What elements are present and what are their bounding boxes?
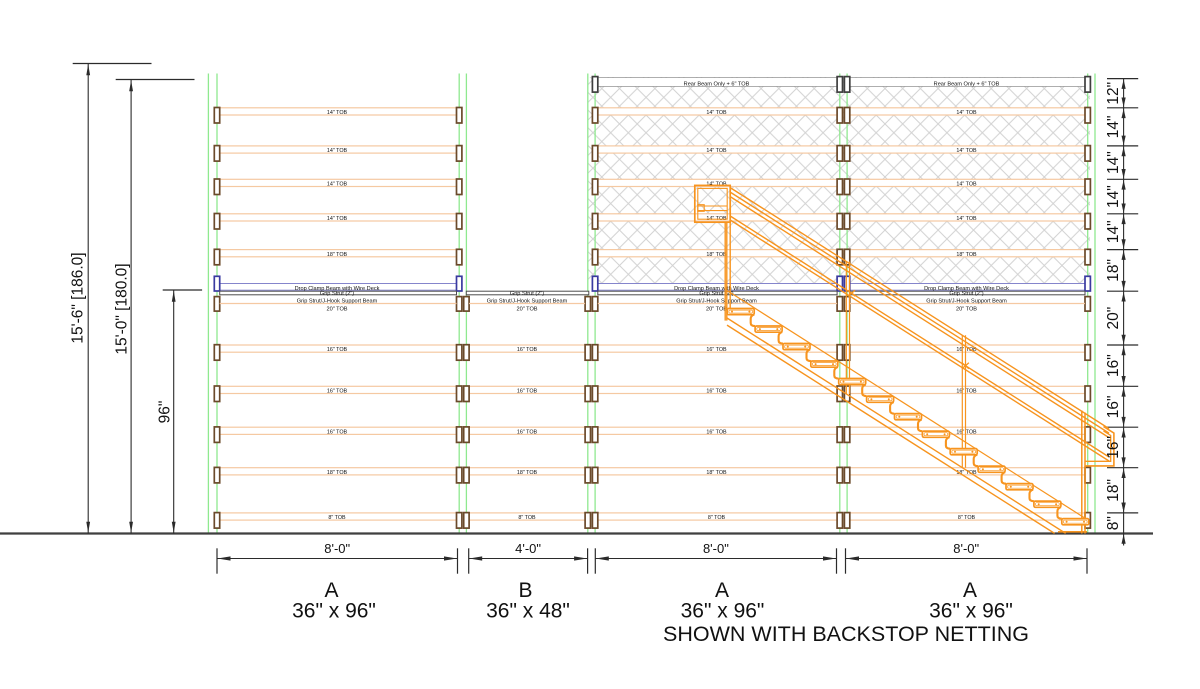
svg-text:18": 18" (1105, 259, 1122, 282)
svg-text:Grip Strut (2"): Grip Strut (2") (949, 291, 983, 297)
svg-text:14" TOB: 14" TOB (956, 110, 977, 116)
svg-text:Grip Strut/J-Hook Support Beam: Grip Strut/J-Hook Support Beam (297, 298, 378, 304)
svg-text:Grip Strut (2"): Grip Strut (2") (699, 291, 733, 297)
svg-text:14" TOB: 14" TOB (956, 216, 977, 222)
svg-text:36" x 96": 36" x 96" (292, 600, 376, 623)
svg-text:20" TOB: 20" TOB (956, 307, 977, 313)
svg-text:8": 8" (1105, 516, 1122, 530)
svg-text:14" TOB: 14" TOB (327, 216, 348, 222)
svg-text:Grip Strut/J-Hook Support Beam: Grip Strut/J-Hook Support Beam (676, 298, 757, 304)
svg-text:16" TOB: 16" TOB (517, 389, 538, 395)
svg-text:4'-0": 4'-0" (515, 541, 541, 556)
svg-text:20" TOB: 20" TOB (516, 307, 537, 313)
svg-text:18" TOB: 18" TOB (956, 470, 977, 476)
svg-text:16" TOB: 16" TOB (517, 429, 538, 435)
svg-text:14": 14" (1105, 220, 1122, 243)
svg-text:8" TOB: 8" TOB (958, 515, 976, 521)
svg-text:Rear Beam Only + 6" TOB: Rear Beam Only + 6" TOB (684, 81, 750, 87)
svg-text:A: A (715, 579, 729, 602)
svg-text:14": 14" (1105, 115, 1122, 138)
svg-text:20": 20" (1105, 307, 1122, 330)
svg-text:16" TOB: 16" TOB (706, 347, 727, 353)
svg-text:8" TOB: 8" TOB (328, 515, 346, 521)
svg-text:A: A (324, 579, 338, 602)
svg-text:14" TOB: 14" TOB (706, 110, 727, 116)
svg-text:96": 96" (156, 401, 173, 424)
svg-text:18" TOB: 18" TOB (327, 252, 348, 258)
svg-text:Drop Clamp Beam with Wire Deck: Drop Clamp Beam with Wire Deck (295, 286, 380, 292)
svg-text:Drop Clamp Beam with Wire Deck: Drop Clamp Beam with Wire Deck (674, 286, 759, 292)
svg-text:Grip Strut (2"): Grip Strut (2") (510, 291, 544, 297)
svg-text:16": 16" (1105, 354, 1122, 377)
svg-text:8" TOB: 8" TOB (708, 515, 726, 521)
svg-text:36" x 48": 36" x 48" (486, 600, 570, 623)
svg-text:18" TOB: 18" TOB (517, 470, 538, 476)
svg-text:16" TOB: 16" TOB (327, 429, 348, 435)
svg-text:16": 16" (1105, 395, 1122, 418)
svg-text:12": 12" (1105, 82, 1122, 105)
svg-text:16" TOB: 16" TOB (956, 347, 977, 353)
svg-text:8'-0": 8'-0" (324, 541, 350, 556)
svg-text:18" TOB: 18" TOB (706, 470, 727, 476)
svg-text:36" x 96": 36" x 96" (929, 600, 1013, 623)
svg-text:16" TOB: 16" TOB (327, 389, 348, 395)
svg-text:8'-0": 8'-0" (703, 541, 729, 556)
svg-text:16" TOB: 16" TOB (956, 429, 977, 435)
svg-text:16" TOB: 16" TOB (706, 429, 727, 435)
svg-text:16" TOB: 16" TOB (706, 389, 727, 395)
svg-text:18" TOB: 18" TOB (327, 470, 348, 476)
svg-text:14" TOB: 14" TOB (956, 182, 977, 188)
svg-text:14": 14" (1105, 185, 1122, 208)
svg-text:20" TOB: 20" TOB (706, 307, 727, 313)
svg-text:14" TOB: 14" TOB (327, 110, 348, 116)
svg-text:14" TOB: 14" TOB (327, 148, 348, 154)
svg-text:14" TOB: 14" TOB (956, 148, 977, 154)
svg-text:8'-0": 8'-0" (953, 541, 979, 556)
svg-text:16": 16" (1105, 436, 1122, 459)
svg-text:18": 18" (1105, 479, 1122, 502)
svg-text:Drop Clamp Beam with Wire Deck: Drop Clamp Beam with Wire Deck (924, 286, 1009, 292)
svg-text:20" TOB: 20" TOB (326, 307, 347, 313)
svg-text:B: B (518, 579, 532, 602)
svg-text:18" TOB: 18" TOB (956, 252, 977, 258)
svg-text:Rear Beam Only + 6" TOB: Rear Beam Only + 6" TOB (934, 81, 1000, 87)
svg-text:18" TOB: 18" TOB (706, 252, 727, 258)
svg-text:14": 14" (1105, 151, 1122, 174)
svg-text:Grip Strut/J-Hook Support Beam: Grip Strut/J-Hook Support Beam (926, 298, 1007, 304)
svg-text:15'-0" [180.0]: 15'-0" [180.0] (113, 263, 130, 354)
svg-text:16" TOB: 16" TOB (956, 389, 977, 395)
svg-text:SHOWN WITH BACKSTOP NETTING: SHOWN WITH BACKSTOP NETTING (663, 622, 1029, 646)
svg-text:16" TOB: 16" TOB (517, 347, 538, 353)
svg-text:14" TOB: 14" TOB (327, 182, 348, 188)
svg-text:A: A (963, 579, 977, 602)
svg-text:36" x 96": 36" x 96" (681, 600, 765, 623)
svg-text:15'-6" [186.0]: 15'-6" [186.0] (70, 252, 87, 343)
svg-text:Grip Strut/J-Hook Support Beam: Grip Strut/J-Hook Support Beam (487, 298, 568, 304)
svg-text:14" TOB: 14" TOB (706, 148, 727, 154)
svg-text:14" TOB: 14" TOB (706, 182, 727, 188)
svg-text:8" TOB: 8" TOB (518, 515, 536, 521)
svg-text:16" TOB: 16" TOB (327, 347, 348, 353)
svg-text:Grip Strut (2"): Grip Strut (2") (320, 291, 354, 297)
